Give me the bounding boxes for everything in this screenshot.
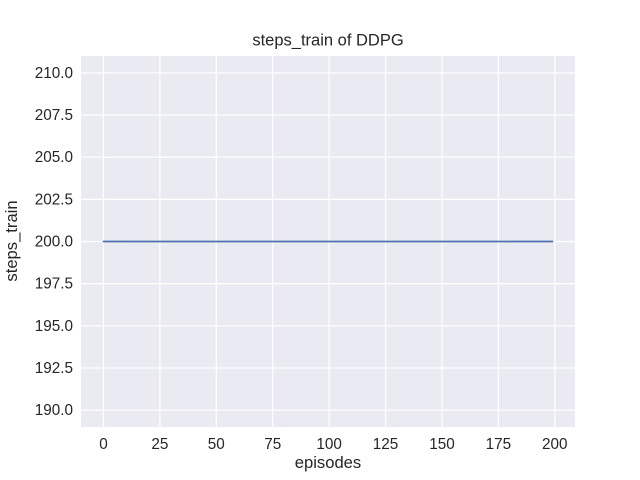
x-axis-label: episodes	[294, 453, 362, 472]
y-tick-label: 195.0	[35, 318, 73, 335]
x-tick-label: 125	[373, 436, 399, 453]
x-tick-label: 175	[486, 436, 512, 453]
x-tick-label: 200	[542, 436, 568, 453]
x-tick-label: 0	[99, 436, 108, 453]
y-tick-label: 197.5	[35, 276, 73, 293]
y-tick-label: 190.0	[35, 402, 73, 419]
y-tick-label: 205.0	[35, 149, 73, 166]
y-tick-label: 210.0	[35, 65, 73, 82]
y-tick-label: 207.5	[35, 107, 73, 124]
x-tick-label: 75	[264, 436, 281, 453]
x-tick-label: 100	[316, 436, 342, 453]
y-tick-label: 200.0	[35, 234, 73, 251]
x-tick-label: 25	[151, 436, 168, 453]
x-tick-label: 150	[429, 436, 455, 453]
chart-title: steps_train of DDPG	[252, 31, 404, 50]
y-tick-label: 192.5	[35, 360, 73, 377]
y-tick-label: 202.5	[35, 191, 73, 208]
x-tick-label: 50	[208, 436, 225, 453]
y-axis-label: steps_train	[2, 200, 21, 282]
